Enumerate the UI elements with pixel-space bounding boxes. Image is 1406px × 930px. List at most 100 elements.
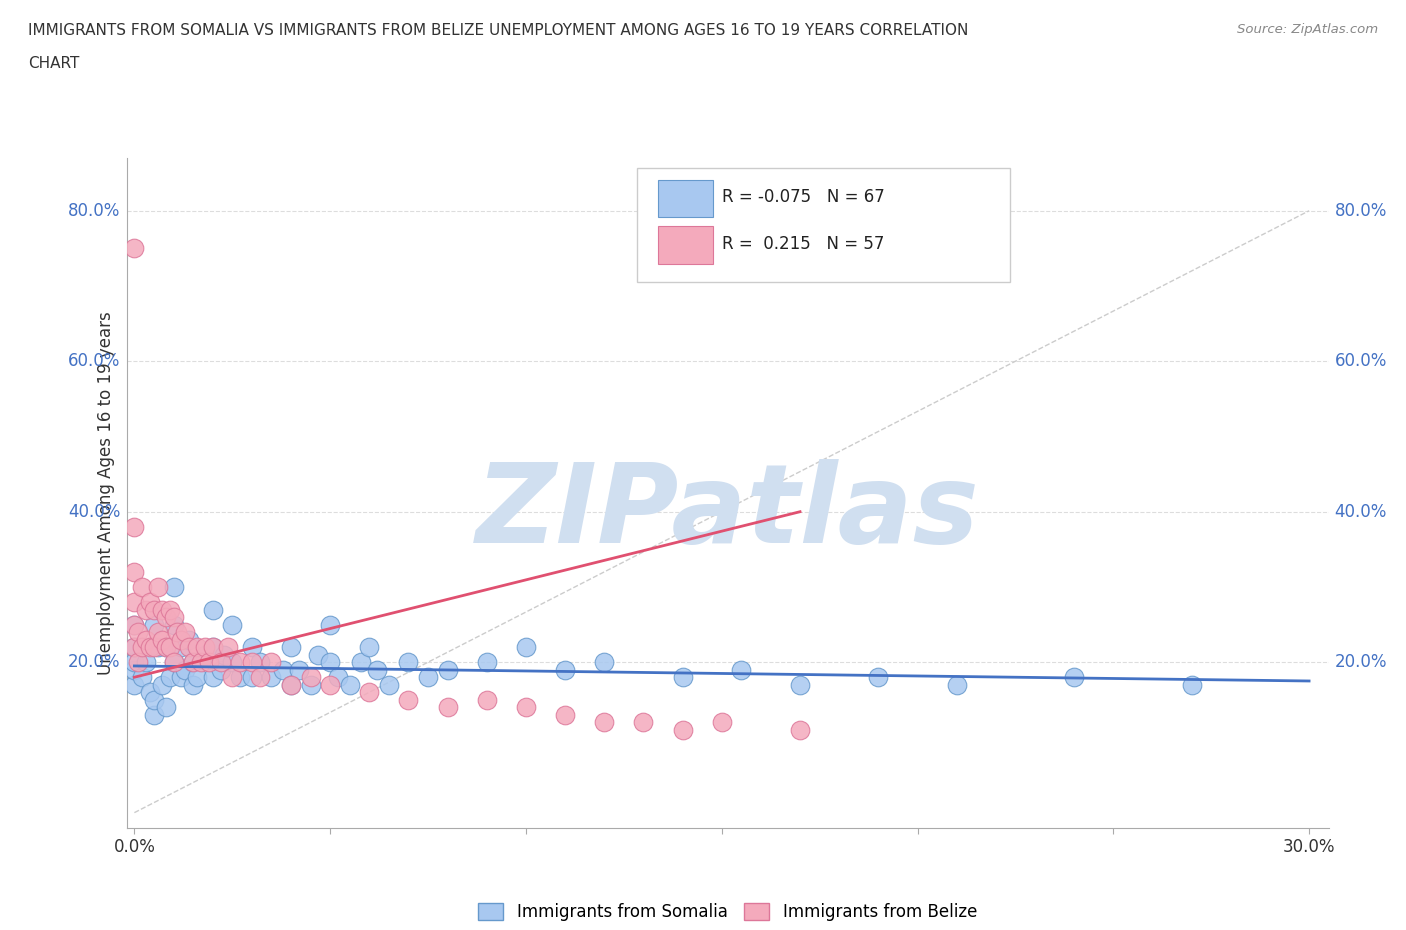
Text: R = -0.075   N = 67: R = -0.075 N = 67: [721, 188, 884, 206]
Point: [671, 723, 693, 737]
Point: [162, 579, 184, 594]
Point: [127, 655, 149, 670]
Point: [475, 655, 498, 670]
Point: [240, 655, 263, 670]
Point: [155, 640, 177, 655]
Text: ZIPatlas: ZIPatlas: [475, 459, 980, 566]
Point: [299, 677, 322, 692]
Point: [150, 602, 173, 617]
Point: [229, 670, 252, 684]
Point: [150, 677, 173, 692]
FancyBboxPatch shape: [658, 179, 713, 217]
Point: [162, 618, 184, 632]
Point: [124, 655, 146, 670]
Point: [789, 677, 811, 692]
Point: [162, 655, 184, 670]
Point: [131, 670, 153, 684]
Point: [166, 625, 188, 640]
Point: [280, 677, 302, 692]
Text: 80.0%: 80.0%: [67, 202, 121, 219]
Text: 60.0%: 60.0%: [1334, 352, 1388, 370]
Point: [710, 715, 733, 730]
Point: [288, 662, 311, 677]
Point: [326, 670, 349, 684]
Point: [201, 640, 224, 655]
Point: [515, 700, 537, 715]
Point: [162, 609, 184, 624]
Point: [124, 640, 146, 655]
Point: [139, 684, 162, 699]
Point: [124, 640, 146, 655]
Point: [209, 662, 232, 677]
Point: [378, 677, 401, 692]
Point: [229, 655, 252, 670]
Point: [671, 670, 693, 684]
Point: [554, 708, 576, 723]
Point: [398, 655, 420, 670]
Y-axis label: Unemployment Among Ages 16 to 19 years: Unemployment Among Ages 16 to 19 years: [97, 311, 115, 675]
Point: [127, 625, 149, 640]
Point: [174, 625, 197, 640]
Point: [221, 655, 243, 670]
Point: [633, 715, 655, 730]
Point: [124, 565, 146, 579]
Point: [142, 640, 165, 655]
Point: [181, 655, 204, 670]
FancyBboxPatch shape: [637, 168, 1010, 282]
Point: [124, 594, 146, 609]
Point: [124, 618, 146, 632]
Point: [186, 670, 208, 684]
FancyBboxPatch shape: [658, 226, 713, 264]
Point: [170, 670, 193, 684]
Point: [217, 640, 239, 655]
Point: [260, 670, 283, 684]
Point: [174, 662, 197, 677]
Point: [475, 692, 498, 707]
Point: [142, 692, 165, 707]
Point: [124, 241, 146, 256]
Point: [398, 692, 420, 707]
Point: [139, 594, 162, 609]
Text: Source: ZipAtlas.com: Source: ZipAtlas.com: [1237, 23, 1378, 36]
Point: [181, 655, 204, 670]
Point: [249, 655, 271, 670]
Point: [436, 662, 458, 677]
Point: [271, 662, 294, 677]
Point: [416, 670, 439, 684]
Point: [350, 655, 373, 670]
Point: [135, 655, 157, 670]
Point: [436, 700, 458, 715]
Point: [249, 670, 271, 684]
Point: [221, 670, 243, 684]
Point: [201, 670, 224, 684]
Point: [319, 655, 342, 670]
Point: [159, 670, 181, 684]
Point: [197, 655, 219, 670]
Text: R =  0.215   N = 57: R = 0.215 N = 57: [721, 234, 884, 253]
Text: 80.0%: 80.0%: [1334, 202, 1388, 219]
Point: [366, 662, 388, 677]
Point: [142, 602, 165, 617]
Point: [181, 677, 204, 692]
Point: [339, 677, 361, 692]
Point: [515, 640, 537, 655]
Text: 40.0%: 40.0%: [67, 503, 121, 521]
Point: [554, 662, 576, 677]
Point: [319, 618, 342, 632]
Point: [190, 655, 212, 670]
Point: [299, 670, 322, 684]
Point: [868, 670, 890, 684]
Point: [240, 670, 263, 684]
Text: CHART: CHART: [28, 56, 80, 71]
Point: [201, 640, 224, 655]
Point: [179, 640, 201, 655]
Point: [124, 677, 146, 692]
Point: [593, 715, 616, 730]
Point: [170, 632, 193, 647]
Point: [319, 677, 342, 692]
Point: [280, 677, 302, 692]
Point: [593, 655, 616, 670]
Point: [142, 618, 165, 632]
Point: [146, 625, 169, 640]
Point: [131, 579, 153, 594]
